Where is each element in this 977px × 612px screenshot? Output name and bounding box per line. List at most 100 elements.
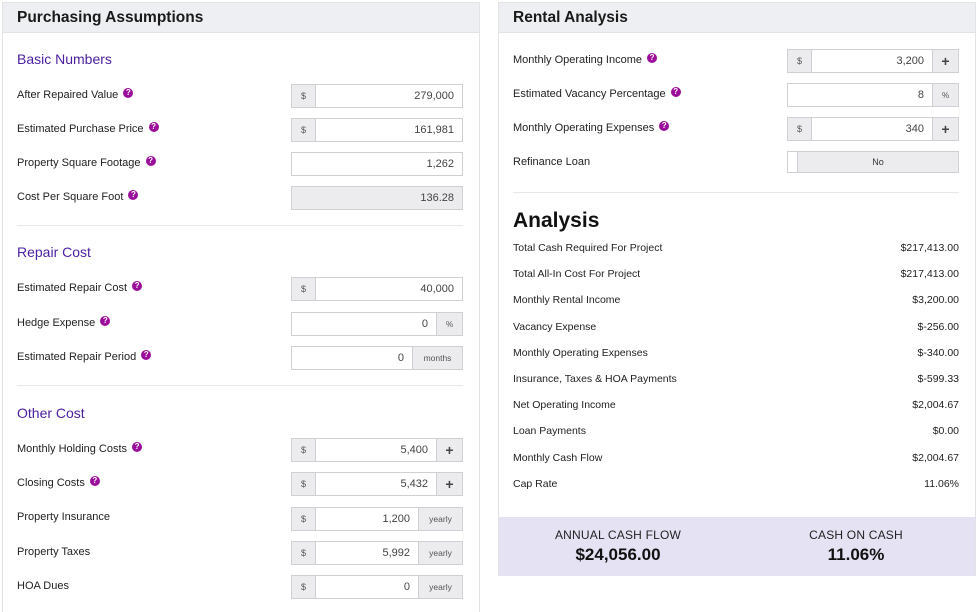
section-title-other-cost: Other Cost xyxy=(17,405,85,421)
analysis-row-value: $-599.33 xyxy=(917,373,959,385)
analysis-row-value: $217,413.00 xyxy=(900,242,959,254)
sqft-input[interactable]: 1,262 xyxy=(426,158,454,170)
cash-on-cash-label: CASH ON CASH xyxy=(809,528,903,542)
analysis-row-label: Loan Payments xyxy=(513,425,586,438)
hoa-field[interactable]: $ 0 yearly xyxy=(291,575,463,599)
closing-label: Closing Costs xyxy=(17,477,85,489)
months-suffix: months xyxy=(412,347,462,369)
expenses-input[interactable]: 340 xyxy=(905,123,924,135)
arv-field[interactable]: $ 279,000 xyxy=(291,84,463,108)
purchase-price-row: Estimated Purchase Price? xyxy=(17,117,463,141)
expenses-row: Monthly Operating Expenses? xyxy=(513,116,959,140)
plus-icon[interactable]: + xyxy=(932,50,958,72)
summary-bar: ANNUAL CASH FLOW $24,056.00 CASH ON CASH… xyxy=(499,517,975,576)
repair-cost-field[interactable]: $ 40,000 xyxy=(291,277,463,301)
analysis-row-label: Vacancy Expense xyxy=(513,320,597,333)
hedge-row: Hedge Expense? xyxy=(17,311,463,335)
income-label: Monthly Operating Income xyxy=(513,54,643,66)
taxes-label: Property Taxes xyxy=(17,546,91,558)
cash-on-cash: CASH ON CASH 11.06% xyxy=(737,517,975,576)
cost-per-sqft-value: 136.28 xyxy=(420,192,454,204)
analysis-row: Monthly Cash Flow $2,004.67 xyxy=(513,450,959,466)
hedge-input[interactable]: 0 xyxy=(421,318,428,330)
analysis-row-label: Total All-In Cost For Project xyxy=(513,268,641,281)
plus-icon[interactable]: + xyxy=(436,473,462,495)
refinance-toggle[interactable]: No xyxy=(787,151,959,173)
income-input[interactable]: 3,200 xyxy=(896,55,924,67)
arv-input[interactable]: 279,000 xyxy=(414,90,454,102)
percent-suffix: % xyxy=(932,84,958,106)
analysis-row: Net Operating Income $2,004.67 xyxy=(513,397,959,413)
analysis-row-label: Insurance, Taxes & HOA Payments xyxy=(513,373,677,385)
taxes-field[interactable]: $ 5,992 yearly xyxy=(291,541,463,565)
rental-analysis-panel: Rental Analysis Monthly Operating Income… xyxy=(498,2,976,576)
dollar-prefix: $ xyxy=(292,278,316,300)
closing-row: Closing Costs? xyxy=(17,471,463,495)
repair-cost-input[interactable]: 40,000 xyxy=(420,283,454,295)
purchase-price-label: Estimated Purchase Price xyxy=(17,123,144,135)
help-icon[interactable]: ? xyxy=(148,122,159,132)
income-row: Monthly Operating Income? xyxy=(513,48,959,72)
analysis-row-label: Total Cash Required For Project xyxy=(513,242,663,254)
dollar-prefix: $ xyxy=(292,542,316,564)
section-title-repair-cost: Repair Cost xyxy=(17,244,91,260)
help-icon[interactable]: ? xyxy=(132,281,143,291)
divider xyxy=(513,192,959,193)
divider xyxy=(17,385,463,386)
cost-per-sqft-row: Cost Per Square Foot? xyxy=(17,185,463,209)
vacancy-input[interactable]: 8 xyxy=(917,89,924,101)
help-icon[interactable]: ? xyxy=(659,121,670,131)
plus-icon[interactable]: + xyxy=(436,439,462,461)
analysis-row-value: $217,413.00 xyxy=(900,268,959,281)
percent-suffix: % xyxy=(436,313,462,335)
holding-input[interactable]: 5,400 xyxy=(400,444,428,456)
closing-input[interactable]: 5,432 xyxy=(400,478,428,490)
purchase-price-field[interactable]: $ 161,981 xyxy=(291,118,463,142)
insurance-field[interactable]: $ 1,200 yearly xyxy=(291,507,463,531)
repair-period-row: Estimated Repair Period? xyxy=(17,345,463,369)
repair-cost-row: Estimated Repair Cost? xyxy=(17,276,463,300)
dollar-prefix: $ xyxy=(292,119,316,141)
arv-row: After Repaired Value? xyxy=(17,83,463,107)
plus-icon[interactable]: + xyxy=(932,118,958,140)
repair-period-field[interactable]: 0 months xyxy=(291,346,463,370)
arv-label: After Repaired Value xyxy=(17,89,119,101)
help-icon[interactable]: ? xyxy=(145,156,156,166)
help-icon[interactable]: ? xyxy=(128,190,139,200)
toggle-knob[interactable] xyxy=(788,152,798,172)
analysis-row-label: Monthly Operating Expenses xyxy=(513,346,648,359)
help-icon[interactable]: ? xyxy=(670,87,681,97)
closing-field[interactable]: $ 5,432 + xyxy=(291,472,463,496)
help-icon[interactable]: ? xyxy=(141,350,152,360)
expenses-field[interactable]: $ 340 + xyxy=(787,117,959,141)
sqft-field[interactable]: 1,262 xyxy=(291,152,463,176)
help-icon[interactable]: ? xyxy=(123,88,134,98)
analysis-row: Vacancy Expense $-256.00 xyxy=(513,319,959,335)
insurance-input[interactable]: 1,200 xyxy=(382,513,410,525)
holding-label: Monthly Holding Costs xyxy=(17,443,128,455)
dollar-prefix: $ xyxy=(292,576,316,598)
dollar-prefix: $ xyxy=(292,508,316,530)
repair-cost-label: Estimated Repair Cost xyxy=(17,282,128,294)
repair-period-input[interactable]: 0 xyxy=(397,352,404,364)
help-icon[interactable]: ? xyxy=(647,53,658,63)
help-icon[interactable]: ? xyxy=(100,316,111,326)
analysis-row-value: $-256.00 xyxy=(917,320,959,333)
taxes-input[interactable]: 5,992 xyxy=(382,547,410,559)
holding-field[interactable]: $ 5,400 + xyxy=(291,438,463,462)
analysis-row: Total Cash Required For Project $217,413.… xyxy=(513,240,959,256)
purchase-price-input[interactable]: 161,981 xyxy=(414,124,454,136)
vacancy-row: Estimated Vacancy Percentage? xyxy=(513,82,959,106)
dollar-prefix: $ xyxy=(292,439,316,461)
analysis-row: Insurance, Taxes & HOA Payments $-599.33 xyxy=(513,371,959,387)
help-icon[interactable]: ? xyxy=(89,476,100,486)
section-title-basic-numbers: Basic Numbers xyxy=(17,51,112,67)
annual-cash-flow-value: $24,056.00 xyxy=(575,545,661,564)
hedge-field[interactable]: 0 % xyxy=(291,312,463,336)
purchasing-assumptions-panel: Purchasing Assumptions Basic Numbers Aft… xyxy=(2,2,480,612)
analysis-row: Loan Payments $0.00 xyxy=(513,423,959,439)
hoa-input[interactable]: 0 xyxy=(403,581,410,593)
help-icon[interactable]: ? xyxy=(132,442,143,452)
income-field[interactable]: $ 3,200 + xyxy=(787,49,959,73)
vacancy-field[interactable]: 8 % xyxy=(787,83,959,107)
